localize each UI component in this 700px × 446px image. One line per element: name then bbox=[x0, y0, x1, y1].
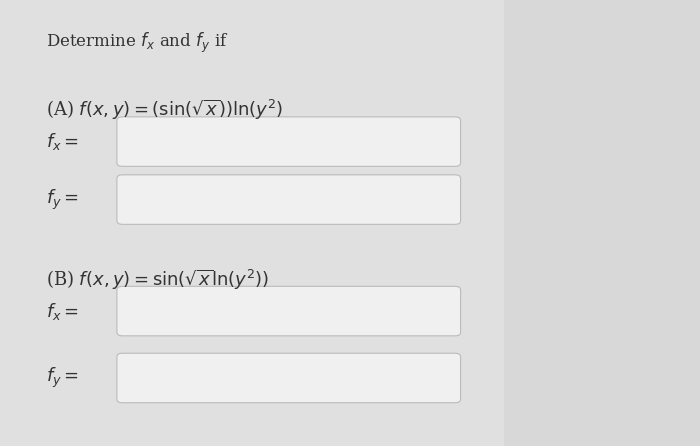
Text: $f_x =$: $f_x =$ bbox=[46, 131, 78, 152]
Text: $f_y =$: $f_y =$ bbox=[46, 187, 78, 212]
Text: $f_x =$: $f_x =$ bbox=[46, 301, 78, 322]
Text: (B) $f(x, y) = \sin(\sqrt{x}\ln(y^2))$: (B) $f(x, y) = \sin(\sqrt{x}\ln(y^2))$ bbox=[46, 268, 269, 292]
Text: Determine $f_x$ and $f_y$ if: Determine $f_x$ and $f_y$ if bbox=[46, 31, 228, 55]
FancyBboxPatch shape bbox=[117, 117, 461, 166]
FancyBboxPatch shape bbox=[117, 353, 461, 403]
FancyBboxPatch shape bbox=[117, 175, 461, 224]
Text: $f_y =$: $f_y =$ bbox=[46, 366, 78, 390]
Text: (A) $f(x, y) = (\sin(\sqrt{x}))\ln(y^2)$: (A) $f(x, y) = (\sin(\sqrt{x}))\ln(y^2)$ bbox=[46, 98, 283, 122]
FancyBboxPatch shape bbox=[0, 0, 504, 446]
FancyBboxPatch shape bbox=[117, 286, 461, 336]
